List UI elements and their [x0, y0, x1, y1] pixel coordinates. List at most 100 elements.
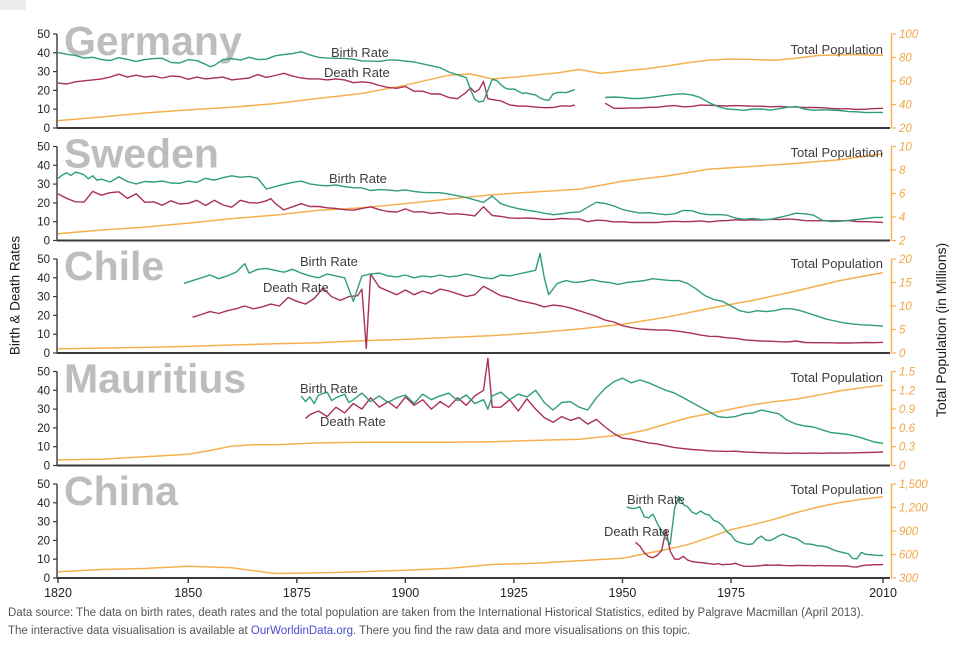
left-axis-tick-label: 20: [37, 198, 50, 210]
population-line: [57, 495, 884, 575]
left-axis-tick-label: 40: [37, 160, 50, 172]
death-rate-label: Death Rate: [604, 524, 670, 539]
left-axis-tick-label: 10: [37, 554, 50, 566]
right-axis-tick-label: 0.9: [899, 404, 916, 416]
birth-rate-line: [626, 495, 883, 560]
total-population-label: Total Population: [790, 145, 883, 160]
country-title: Germany: [64, 18, 242, 64]
footer-line2-suffix: . There you find the raw data and more v…: [352, 625, 691, 637]
right-axis-tick-label: 20: [898, 123, 912, 135]
left-axis-tick-label: 20: [37, 310, 50, 322]
right-axis-tick-label: 4: [899, 212, 905, 224]
right-axis-tick-label: 10: [899, 142, 912, 154]
x-axis-tick-label: 1975: [717, 586, 745, 600]
death-rate-line: [57, 190, 884, 224]
corner-artifact: [0, 0, 26, 10]
population-line: [57, 384, 884, 461]
birth-rate-label: Birth Rate: [300, 254, 358, 269]
left-axis-tick-label: 0: [44, 461, 50, 473]
footer-visualisation-note: The interactive data visualisation is av…: [8, 622, 864, 640]
country-title: Sweden: [64, 131, 219, 177]
right-axis-tick-label: 10: [899, 301, 912, 313]
left-axis-tick-label: 10: [37, 442, 50, 454]
total-population-label: Total Population: [790, 482, 883, 497]
left-axis-tick-label: 30: [37, 179, 50, 191]
right-axis-tick-label: 2: [898, 236, 906, 248]
death-rate-line: [57, 72, 884, 111]
x-axis-tick-label: 1900: [391, 586, 419, 600]
right-axis-tick-label: 900: [899, 526, 919, 538]
x-axis-tick-label: 1850: [174, 586, 202, 600]
left-axis-tick-label: 30: [37, 292, 50, 304]
right-axis-tick-label: 8: [899, 165, 906, 177]
population-line: [57, 271, 884, 350]
country-title: Mauritius: [64, 356, 246, 402]
birth-rate-line: [183, 252, 884, 327]
left-axis-title: Birth & Death Rates: [7, 235, 23, 356]
birth-rate-label: Birth Rate: [331, 45, 389, 60]
left-axis-tick-label: 20: [37, 85, 50, 97]
left-axis-tick-label: 40: [37, 48, 50, 60]
right-axis-tick-label: 1,500: [899, 479, 928, 491]
left-axis-tick-label: 10: [37, 329, 50, 341]
right-axis-tick-label: 0.6: [899, 423, 916, 435]
birth-rate-line: [57, 171, 883, 223]
left-axis-tick-label: 30: [37, 404, 50, 416]
death-rate-label: Death Rate: [324, 65, 390, 80]
left-axis-tick-label: 10: [37, 104, 50, 116]
country-title: China: [64, 468, 179, 514]
right-axis-tick-label: 1.2: [899, 385, 916, 397]
right-axis-tick-label: 1,200: [899, 503, 928, 515]
birth-rate-line: [300, 377, 884, 444]
birth-rate-line: [57, 51, 883, 114]
right-axis-tick-label: 1.5: [899, 367, 916, 379]
birth-rate-label: Birth Rate: [329, 171, 387, 186]
left-axis-tick-label: 0: [44, 573, 50, 585]
right-axis-tick-label: 600: [899, 550, 919, 562]
total-population-label: Total Population: [790, 42, 883, 57]
left-axis-tick-label: 50: [37, 29, 50, 41]
footer: Data source: The data on birth rates, de…: [8, 604, 864, 640]
panel-mauritius: Mauritius 50 40 30 20 10 0 1.5 1.2 0.9 0.6 0.3 0 Birt…: [37, 356, 915, 473]
death-rate-line: [305, 357, 884, 454]
x-axis-tick-label: 1925: [500, 586, 528, 600]
right-axis-tick-label: 5: [899, 325, 906, 337]
birth-rate-label: Birth Rate: [300, 381, 358, 396]
right-axis-tick-label: 0: [899, 461, 906, 473]
population-line: [57, 53, 884, 122]
left-axis-tick-label: 50: [37, 479, 50, 491]
left-axis-tick-label: 0: [44, 236, 50, 248]
right-axis-tick-label: 6: [899, 189, 906, 201]
right-axis-tick-label: 300: [899, 573, 919, 585]
left-axis-tick-label: 0: [44, 348, 50, 360]
x-axis-tick-label: 2010: [869, 586, 897, 600]
left-axis-tick-label: 50: [37, 254, 50, 266]
owid-link[interactable]: OurWorldinData.org: [250, 625, 353, 637]
death-rate-line: [192, 273, 884, 349]
left-axis-tick-label: 20: [37, 535, 50, 547]
right-axis-tick-label: 0: [899, 348, 906, 360]
right-axis-title: Total Population (in Millions): [933, 242, 949, 418]
right-axis-tick-label: 40: [899, 100, 912, 112]
right-axis-tick-label: 0.3: [899, 442, 916, 454]
x-axis-tick-label: 1950: [609, 586, 637, 600]
right-axis-tick-label: 100: [899, 29, 919, 41]
total-population-label: Total Population: [790, 256, 883, 271]
left-axis-tick-label: 30: [37, 517, 50, 529]
left-axis-tick-label: 20: [37, 423, 50, 435]
population-line: [57, 153, 884, 235]
left-axis-tick-label: 0: [44, 123, 50, 135]
left-axis-tick-label: 40: [37, 385, 50, 397]
x-axis-tick-label: 1820: [44, 586, 72, 600]
left-axis-tick-label: 10: [37, 217, 50, 229]
right-axis-tick-label: 60: [899, 76, 912, 88]
left-axis-tick-label: 50: [37, 142, 50, 154]
panel-sweden: Sweden 50 40 30 20 10 0 10 8 6 4 2 Birth Rate Total P…: [37, 131, 912, 248]
footer-line2-prefix: The interactive data visualisation is av…: [8, 625, 251, 637]
x-axis-tick-label: 1875: [283, 586, 311, 600]
left-axis-tick-label: 50: [37, 367, 50, 379]
